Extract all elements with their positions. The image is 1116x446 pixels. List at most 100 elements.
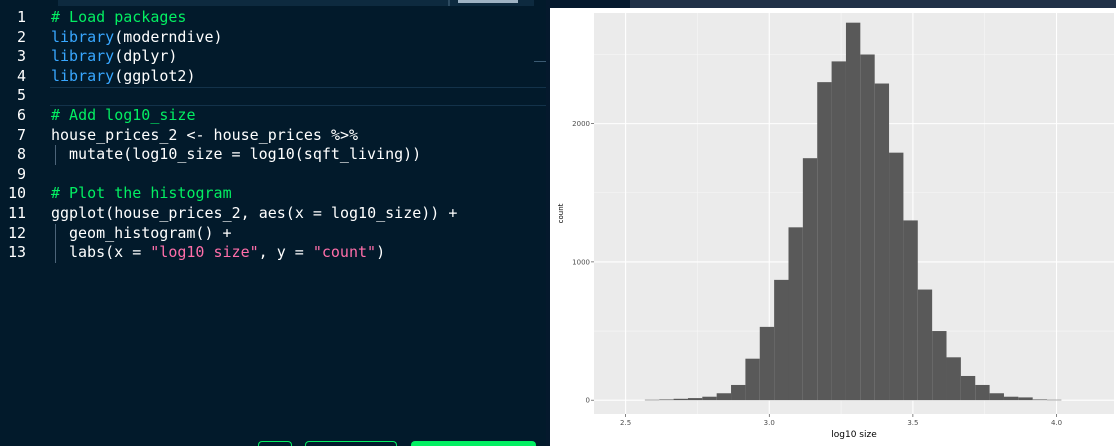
histogram-bar [802, 158, 818, 401]
histogram-bar [889, 152, 904, 401]
line-number: 8 [16, 145, 26, 164]
code-line[interactable]: 8 mutate(log10_size = log10(sqft_living)) [0, 145, 546, 165]
histogram-bar [673, 398, 688, 401]
code-line[interactable]: 3 library(dplyr) [0, 47, 546, 67]
histogram-bar [917, 289, 933, 401]
histogram-bar [874, 83, 890, 401]
scroll-marker [534, 61, 546, 62]
editor-tab[interactable] [458, 0, 518, 3]
plots-tab[interactable] [550, 0, 630, 8]
histogram-bars [644, 22, 1062, 401]
code-text: labs(x = "log10 size", y = "count") [69, 243, 385, 263]
code-line[interactable]: 12 geom_histogram() + [0, 223, 546, 244]
code-token-comment: # Plot the histogram [51, 184, 232, 203]
histogram-bar [860, 54, 875, 401]
x-axis-title: log10 size [831, 430, 877, 440]
code-token-plain: (moderndive) [114, 27, 223, 46]
histogram-bar [1018, 397, 1033, 401]
code-token-plain: , y = [258, 243, 313, 262]
code-token-string: "log10 size" [150, 243, 259, 262]
code-text: house_prices_2 <- house_prices %>% [51, 126, 358, 146]
code-text: # Load packages [51, 8, 186, 28]
histogram-bar [759, 326, 775, 401]
code-text: library(ggplot2) [51, 67, 196, 87]
y-axis-title: count [557, 203, 565, 223]
code-line[interactable]: 6 # Add log10_size [0, 106, 546, 126]
line-number: 13 [7, 243, 26, 262]
code-token-keyword: library [51, 66, 115, 85]
histogram-plot: 2.5 3.0 3.5 4.0 0 1000 2000 log10 size count [557, 13, 1114, 440]
plot-pane: 2.5 3.0 3.5 4.0 0 1000 2000 log10 size count [550, 0, 1116, 446]
y-tick-label: 0 [586, 397, 590, 405]
pane-divider[interactable] [546, 0, 550, 446]
code-text: mutate(log10_size = log10(sqft_living)) [69, 145, 421, 165]
code-text: library(moderndive) [51, 28, 223, 48]
line-number: 6 [16, 106, 26, 124]
code-token-comment: # Load packages [51, 8, 187, 26]
code-token-keyword: library [51, 47, 115, 66]
histogram-bar [903, 220, 918, 401]
code-line[interactable]: 5 [0, 86, 546, 106]
code-line[interactable]: 7 house_prices_2 <- house_prices %>% [0, 126, 546, 146]
histogram-bar [1047, 399, 1062, 401]
code-text: # Add log10_size [51, 106, 196, 126]
histogram-bar [716, 393, 732, 401]
line-number: 12 [7, 223, 26, 242]
line-number: 7 [16, 125, 26, 144]
code-editor[interactable]: 1 # Load packages 2 library(moderndive) 3 lib… [0, 0, 546, 446]
line-number: 1 [16, 8, 26, 26]
current-line-highlight [50, 87, 546, 106]
code-line[interactable]: 13 labs(x = "log10 size", y = "count") [0, 243, 546, 263]
line-number: 10 [7, 184, 26, 203]
axis-ticks: 2.5 3.0 3.5 4.0 0 1000 2000 [572, 120, 1062, 427]
histogram-bar [946, 357, 961, 401]
indent-guide [55, 243, 56, 263]
code-line[interactable]: 2 library(moderndive) [0, 28, 546, 48]
line-number: 2 [16, 27, 26, 46]
histogram-bar [788, 227, 803, 401]
histogram-bar [659, 399, 674, 401]
histogram-bar [774, 279, 789, 401]
line-number: 4 [16, 66, 26, 85]
code-token-plain: mutate(log10_size = log10(sqft_living)) [69, 145, 422, 164]
code-token-plain: (ggplot2) [114, 66, 196, 85]
code-token-plain: ggplot(house_prices_2, aes(x = log10_siz… [51, 204, 458, 222]
x-tick-label: 4.0 [1051, 419, 1062, 427]
histogram-bar [989, 393, 1004, 401]
histogram-bar [702, 396, 717, 401]
histogram-bar [960, 375, 976, 401]
code-line[interactable]: 10 # Plot the histogram [0, 184, 546, 204]
submit-answer-button[interactable] [411, 441, 536, 446]
code-token-string: "count" [312, 243, 377, 262]
plot-tab-bar [550, 0, 1116, 8]
code-token-plain: house_prices_2 <- house_prices %>% [51, 125, 359, 144]
code-token-keyword: library [51, 27, 115, 46]
editor-tab-bar [58, 0, 534, 6]
editor-action-button[interactable] [258, 441, 292, 446]
code-token-plain: ) [376, 243, 386, 262]
indent-guide [55, 145, 56, 165]
histogram-bar [975, 384, 990, 401]
code-line[interactable]: 9 [0, 165, 546, 185]
run-code-button[interactable] [305, 441, 397, 446]
x-tick-label: 3.5 [907, 419, 918, 427]
histogram-bar [1032, 399, 1048, 401]
x-tick-label: 2.5 [620, 419, 631, 427]
line-number: 5 [16, 86, 26, 105]
code-token-plain: geom_histogram() + [69, 223, 232, 242]
histogram-bar [687, 398, 703, 401]
code-line[interactable]: 1 # Load packages [0, 8, 546, 28]
histogram-bar [731, 384, 746, 401]
code-line[interactable]: 4 library(ggplot2) [0, 67, 546, 87]
y-tick-label: 2000 [572, 120, 590, 128]
code-token-plain: labs(x = [69, 243, 151, 262]
code-text: # Plot the histogram [51, 184, 232, 204]
code-line[interactable]: 11 ggplot(house_prices_2, aes(x = log10_s… [0, 204, 546, 224]
histogram-bar [831, 61, 846, 401]
indent-guide [55, 223, 56, 244]
histogram-bar [932, 331, 947, 401]
histogram-bar [845, 22, 861, 401]
x-tick-label: 3.0 [764, 419, 775, 427]
line-number: 3 [16, 47, 26, 66]
line-number: 11 [7, 204, 26, 222]
